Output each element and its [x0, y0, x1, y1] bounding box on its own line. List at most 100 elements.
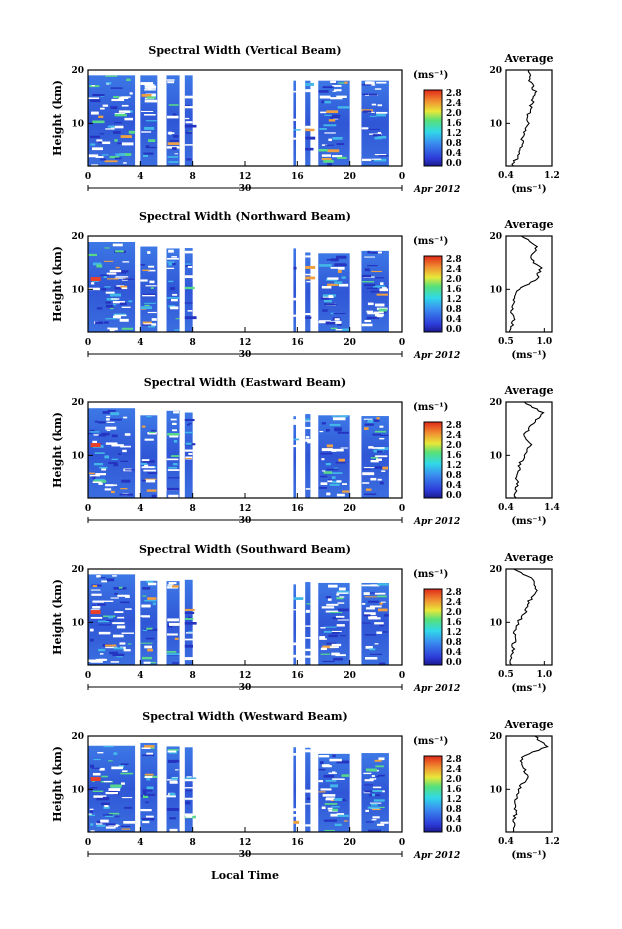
- echo-speckle: [150, 429, 156, 433]
- echo-speckle: [114, 112, 126, 115]
- echo-speckle: [143, 469, 157, 472]
- echo-speckle: [320, 761, 324, 765]
- colorbar-tick-label: 0.4: [446, 149, 462, 159]
- average-y-tick-label: 20: [489, 232, 502, 242]
- echo-speckle: [109, 155, 120, 159]
- echo-speckle: [120, 460, 129, 463]
- colorbar-tick-label: 2.8: [446, 255, 462, 265]
- echo-speckle: [112, 243, 123, 247]
- echo-speckle: [141, 466, 155, 469]
- echo-speckle: [379, 481, 384, 485]
- echo-speckle: [108, 461, 118, 465]
- echo-block: [305, 582, 311, 665]
- echo-speckle: [123, 649, 131, 652]
- echo-speckle: [105, 791, 118, 795]
- colorbar-tick-label: 1.2: [446, 295, 462, 305]
- echo-speckle: [327, 807, 333, 810]
- echo-speckle: [323, 302, 331, 304]
- echo-speckle: [331, 806, 340, 808]
- echo-speckle: [99, 767, 105, 771]
- echo-speckle: [114, 113, 127, 117]
- echo-speckle: [116, 655, 123, 658]
- echo-speckle: [363, 772, 372, 775]
- echo-speckle: [332, 617, 343, 620]
- echo-speckle: [376, 631, 383, 634]
- echo-speckle: [145, 145, 150, 148]
- echo-speckle: [118, 110, 127, 113]
- echo-speckle: [364, 596, 377, 598]
- echo-speckle: [102, 796, 110, 800]
- echo-speckle: [112, 653, 125, 657]
- echo-speckle: [337, 608, 349, 612]
- echo-speckle: [326, 468, 339, 471]
- colorbar-unit: (ms⁻¹): [413, 70, 448, 81]
- echo-speckle: [166, 115, 179, 119]
- echo-speckle: [340, 447, 349, 449]
- echo-speckle: [361, 84, 372, 86]
- x-tick-label: 8: [190, 671, 196, 681]
- echo-speckle: [373, 285, 386, 288]
- echo-speckle: [379, 425, 384, 428]
- colorbar: [423, 755, 443, 833]
- echo-block: [305, 414, 311, 498]
- echo-speckle: [365, 809, 369, 812]
- average-x-tick-label: 1.2: [544, 171, 560, 181]
- echo-speckle: [320, 627, 326, 629]
- echo-speckle: [101, 154, 109, 156]
- echo-speckle: [115, 250, 124, 253]
- echo-speckle: [147, 269, 156, 272]
- echo-speckle: [379, 602, 383, 605]
- echo-speckle: [111, 298, 120, 300]
- echo-speckle: [325, 779, 337, 782]
- y-axis-label: Height (km): [51, 579, 64, 655]
- echo-speckle: [142, 293, 156, 295]
- echo-speckle: [116, 625, 126, 629]
- average-x-unit: (ms⁻¹): [511, 516, 546, 527]
- echo-block: [293, 416, 297, 498]
- echo-speckle: [105, 291, 115, 294]
- echo-block: [166, 75, 180, 166]
- echo-speckle: [184, 144, 193, 146]
- echo-speckle: [142, 629, 148, 631]
- echo-speckle: [121, 306, 131, 308]
- echo-speckle: [121, 828, 131, 830]
- average-profile-line: [508, 235, 543, 333]
- x-tick-label: 8: [190, 172, 196, 182]
- echo-speckle: [370, 584, 380, 587]
- echo-speckle: [373, 158, 387, 162]
- echo-speckle: [293, 609, 302, 611]
- x-tick-label: 4: [137, 838, 143, 848]
- echo-speckle: [140, 264, 145, 266]
- echo-speckle: [328, 295, 334, 299]
- echo-speckle: [366, 821, 374, 823]
- echo-speckle: [92, 790, 104, 792]
- echo-block: [166, 410, 180, 498]
- echo-speckle: [98, 140, 102, 144]
- echo-speckle: [364, 790, 374, 793]
- echo-speckle: [110, 661, 120, 663]
- colorbar-tick-label: 0.8: [446, 638, 462, 648]
- panel-1: Spectral Width (Vertical Beam) 20 10 Height…: [51, 44, 560, 195]
- echo-block: [293, 80, 297, 166]
- echo-speckle: [328, 479, 332, 482]
- echo-speckle: [305, 418, 310, 421]
- echo-speckle: [145, 815, 154, 818]
- echo-speckle: [171, 429, 178, 432]
- x-tick-label: 12: [239, 338, 252, 348]
- echo-speckle: [328, 772, 337, 774]
- echo-speckle: [104, 247, 110, 249]
- echo-speckle: [338, 458, 345, 462]
- echo-peak: [90, 277, 101, 282]
- colorbar-tick-label: 1.6: [446, 785, 462, 795]
- echo-speckle: [362, 468, 371, 470]
- echo-speckle: [368, 446, 374, 449]
- echo-speckle: [90, 830, 95, 832]
- echo-speckle: [380, 282, 384, 285]
- echo-speckle: [145, 120, 157, 122]
- echo-speckle: [168, 582, 177, 585]
- echo-speckle: [168, 280, 174, 283]
- x-tick-label: 0: [85, 838, 91, 848]
- echo-speckle: [172, 422, 177, 425]
- echo-speckle: [167, 749, 179, 751]
- echo-speckle: [142, 269, 150, 272]
